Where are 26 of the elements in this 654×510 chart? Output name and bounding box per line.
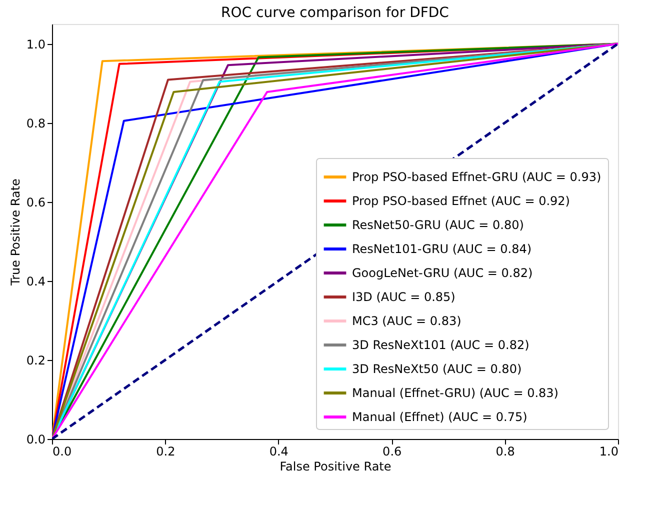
y-axis-title: True Positive Rate xyxy=(8,178,22,286)
y-tick-label: 0.4 xyxy=(26,274,46,288)
legend-label: I3D (AUC = 0.85) xyxy=(352,290,456,304)
x-tick-label: 0.2 xyxy=(156,444,176,458)
x-tick-label: 0.4 xyxy=(269,444,288,458)
y-tick-label: 0.8 xyxy=(26,116,46,130)
legend-label: 3D ResNeXt50 (AUC = 0.80) xyxy=(352,362,522,376)
chart-title: ROC curve comparison for DFDC xyxy=(221,5,450,21)
y-tick-label: 0.0 xyxy=(26,432,46,446)
x-tick-label: 0.8 xyxy=(496,444,515,458)
x-axis-title: False Positive Rate xyxy=(280,460,392,474)
legend-label: Prop PSO-based Effnet-GRU (AUC = 0.93) xyxy=(352,170,602,184)
y-tick-label: 0.2 xyxy=(26,353,46,368)
legend-label: ResNet101-GRU (AUC = 0.84) xyxy=(352,242,532,256)
x-tick-label: 0.0 xyxy=(52,444,72,458)
legend-label: Prop PSO-based Effnet (AUC = 0.92) xyxy=(352,194,570,208)
legend-label: ResNet50-GRU (AUC = 0.80) xyxy=(352,218,524,232)
x-tick-label: 1.0 xyxy=(599,444,618,458)
y-tick-label: 1.0 xyxy=(26,37,46,52)
legend-label: GoogLeNet-GRU (AUC = 0.82) xyxy=(352,266,533,280)
legend-label: Manual (Effnet) (AUC = 0.75) xyxy=(352,410,528,424)
legend-label: 3D ResNeXt101 (AUC = 0.82) xyxy=(352,338,530,352)
y-tick-label: 0.6 xyxy=(26,195,46,210)
legend-label: MC3 (AUC = 0.83) xyxy=(352,314,462,328)
legend-label: Manual (Effnet-GRU) (AUC = 0.83) xyxy=(352,386,558,400)
x-tick-label: 0.6 xyxy=(382,444,402,458)
